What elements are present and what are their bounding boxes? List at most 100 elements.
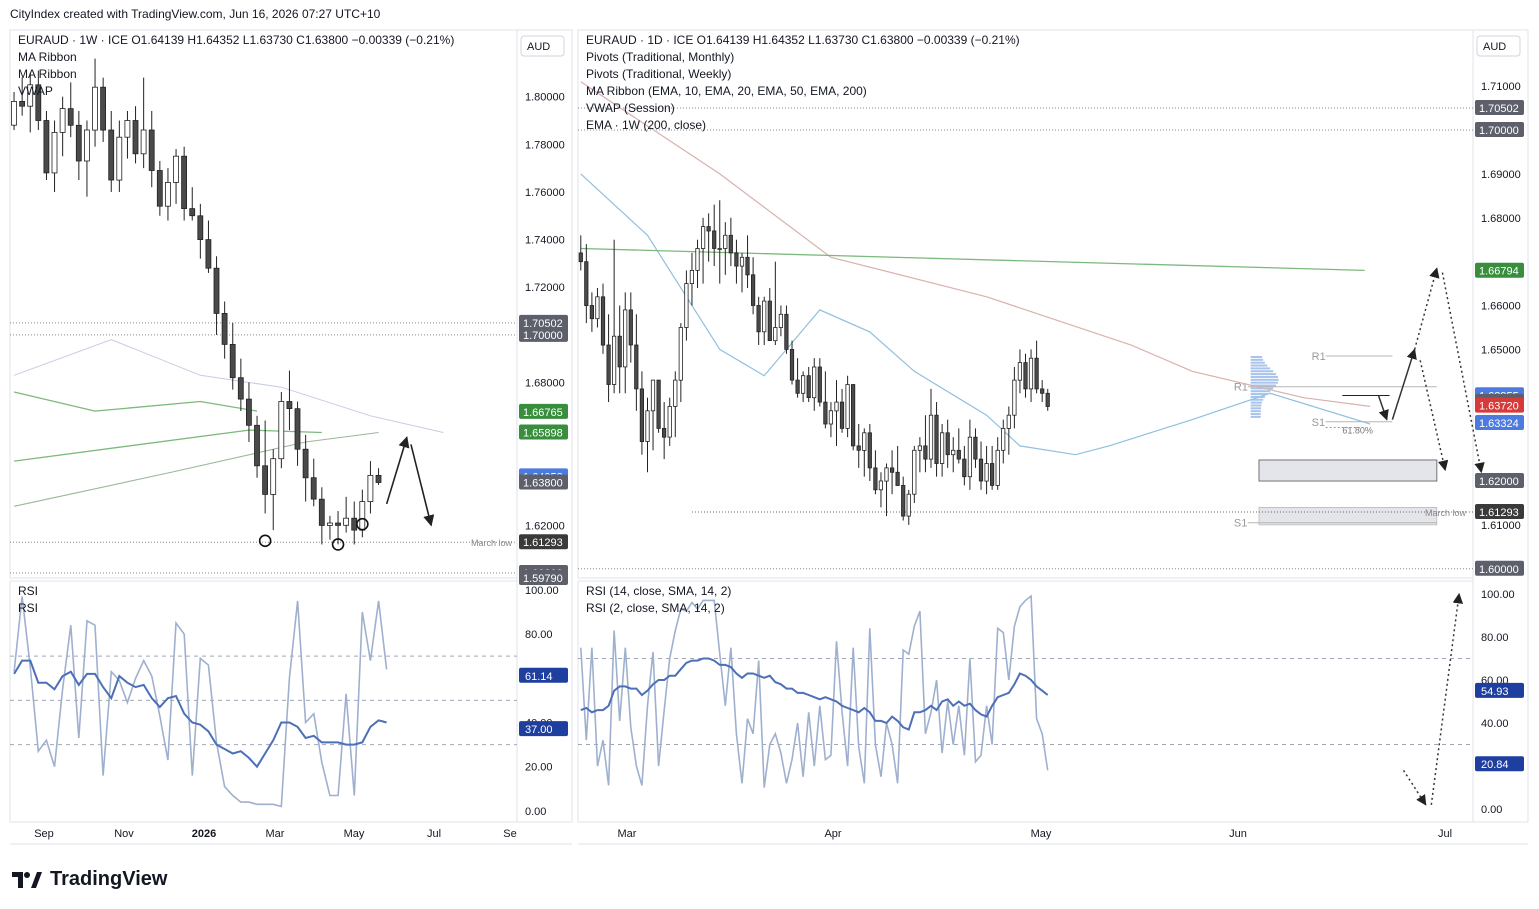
daily-candle[interactable] xyxy=(1023,362,1028,390)
daily-candle[interactable] xyxy=(962,458,967,478)
daily-candle[interactable] xyxy=(662,427,667,438)
daily-candle[interactable] xyxy=(801,375,806,394)
daily-candle[interactable] xyxy=(762,300,767,333)
daily-candle[interactable] xyxy=(706,226,711,232)
daily-candle[interactable] xyxy=(756,305,761,333)
daily-candle[interactable] xyxy=(745,256,750,276)
daily-candle[interactable] xyxy=(728,234,733,254)
daily-candle[interactable] xyxy=(650,379,656,412)
weekly-candle[interactable] xyxy=(245,398,252,426)
daily-candle[interactable] xyxy=(995,449,1000,486)
weekly-candle[interactable] xyxy=(237,377,244,400)
weekly-candle[interactable] xyxy=(351,517,358,531)
weekly-candle[interactable] xyxy=(205,239,212,269)
daily-candle[interactable] xyxy=(584,261,589,307)
daily-candle[interactable] xyxy=(778,313,784,328)
weekly-candle[interactable] xyxy=(43,120,50,174)
daily-candle[interactable] xyxy=(656,379,661,429)
daily-candle[interactable] xyxy=(612,335,617,385)
weekly-candle[interactable] xyxy=(173,155,179,183)
daily-candle[interactable] xyxy=(684,283,689,328)
daily-candle[interactable] xyxy=(839,401,845,429)
daily-candle[interactable] xyxy=(856,445,861,451)
weekly-candle[interactable] xyxy=(318,498,325,526)
daily-candle[interactable] xyxy=(773,327,778,342)
weekly-candle[interactable] xyxy=(278,401,285,460)
weekly-candle[interactable] xyxy=(164,181,171,207)
weekly-candle[interactable] xyxy=(335,522,341,526)
daily-candle[interactable] xyxy=(751,274,756,306)
daily-candle[interactable] xyxy=(923,445,928,460)
weekly-candle[interactable] xyxy=(100,86,106,131)
weekly-candle[interactable] xyxy=(229,343,236,379)
daily-candle[interactable] xyxy=(739,256,745,267)
weekly-candle[interactable] xyxy=(108,129,115,181)
weekly-candle[interactable] xyxy=(19,101,26,107)
daily-candle[interactable] xyxy=(945,432,950,456)
daily-candle[interactable] xyxy=(689,269,695,284)
daily-candle[interactable] xyxy=(1045,392,1050,407)
daily-candle[interactable] xyxy=(795,379,800,394)
daily-candle[interactable] xyxy=(589,305,595,320)
daily-candle[interactable] xyxy=(928,414,934,460)
daily-candle[interactable] xyxy=(867,432,872,469)
daily-candle[interactable] xyxy=(639,388,645,442)
daily-candle[interactable] xyxy=(1001,427,1006,451)
weekly-candle[interactable] xyxy=(84,129,90,162)
daily-candle[interactable] xyxy=(951,449,956,456)
weekly-candle[interactable] xyxy=(75,124,82,162)
weekly-candle[interactable] xyxy=(262,465,269,495)
daily-candle[interactable] xyxy=(862,432,867,451)
weekly-currency-button[interactable] xyxy=(520,35,565,57)
daily-candle[interactable] xyxy=(851,384,856,447)
daily-candle[interactable] xyxy=(912,449,917,495)
daily-candle[interactable] xyxy=(595,296,600,320)
weekly-candle[interactable] xyxy=(302,448,309,479)
weekly-candle[interactable] xyxy=(326,522,333,526)
weekly-candle[interactable] xyxy=(11,101,17,126)
weekly-candle[interactable] xyxy=(286,401,293,409)
weekly-candle[interactable] xyxy=(67,108,74,126)
daily-candle[interactable] xyxy=(578,252,583,263)
daily-candle[interactable] xyxy=(956,449,961,460)
daily-candle[interactable] xyxy=(734,252,739,267)
daily-candle[interactable] xyxy=(712,230,717,249)
weekly-candle[interactable] xyxy=(310,477,317,500)
weekly-candle[interactable] xyxy=(181,155,188,209)
weekly-candle[interactable] xyxy=(254,424,260,467)
daily-candle[interactable] xyxy=(917,445,923,451)
weekly-candle[interactable] xyxy=(35,84,42,121)
daily-candle[interactable] xyxy=(784,313,789,350)
daily-candle[interactable] xyxy=(990,463,995,486)
weekly-candle[interactable] xyxy=(124,120,131,138)
daily-candle[interactable] xyxy=(817,366,822,403)
daily-candle[interactable] xyxy=(723,234,728,249)
tradingview-brand[interactable]: TradingView xyxy=(12,868,167,891)
daily-candle[interactable] xyxy=(812,366,817,399)
daily-candle[interactable] xyxy=(1040,388,1045,394)
daily-candle[interactable] xyxy=(701,226,706,249)
daily-candle[interactable] xyxy=(645,410,650,442)
daily-candle[interactable] xyxy=(884,467,889,482)
daily-candle[interactable] xyxy=(906,493,911,517)
daily-candle[interactable] xyxy=(828,410,834,425)
weekly-candle[interactable] xyxy=(294,408,301,450)
weekly-candle[interactable] xyxy=(359,501,366,531)
weekly-candle[interactable] xyxy=(27,84,34,107)
daily-candle[interactable] xyxy=(767,300,772,342)
weekly-candle[interactable] xyxy=(140,129,147,155)
weekly-candle[interactable] xyxy=(59,108,66,133)
daily-candle[interactable] xyxy=(934,414,939,464)
daily-candle[interactable] xyxy=(890,467,895,473)
daily-candle[interactable] xyxy=(940,432,945,464)
weekly-candle[interactable] xyxy=(375,474,382,483)
daily-candle[interactable] xyxy=(967,436,973,478)
daily-candle[interactable] xyxy=(823,401,828,425)
daily-candle[interactable] xyxy=(878,480,884,491)
daily-candle[interactable] xyxy=(973,436,978,460)
daily-candle[interactable] xyxy=(1017,362,1023,381)
daily-candle[interactable] xyxy=(1028,357,1034,390)
daily-candle[interactable] xyxy=(678,327,683,381)
daily-candle[interactable] xyxy=(895,471,900,486)
